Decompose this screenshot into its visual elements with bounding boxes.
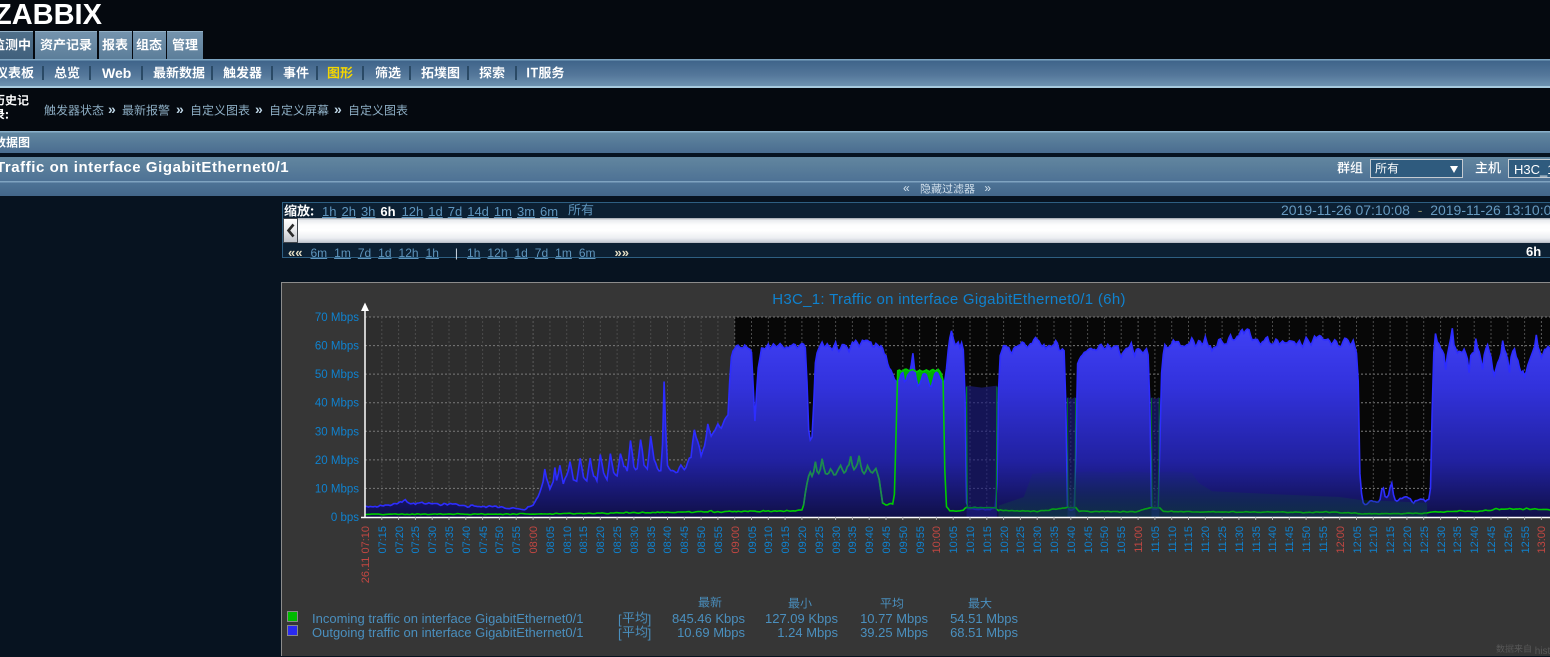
svg-text:12:35: 12:35	[1452, 526, 1464, 554]
svg-text:11:50: 11:50	[1301, 526, 1313, 553]
svg-text:08:05: 08:05	[545, 526, 557, 554]
svg-text:08:55: 08:55	[713, 526, 725, 554]
svg-text:07:30: 07:30	[427, 526, 439, 554]
svg-text:30 Mbps: 30 Mbps	[315, 426, 359, 438]
svg-text:07:50: 07:50	[494, 526, 506, 554]
svg-text:09:15: 09:15	[780, 526, 792, 554]
svg-text:20 Mbps: 20 Mbps	[315, 455, 359, 467]
svg-text:08:30: 08:30	[629, 526, 641, 554]
svg-text:09:45: 09:45	[881, 526, 893, 554]
svg-text:09:05: 09:05	[747, 526, 759, 554]
svg-text:10:25: 10:25	[1015, 526, 1027, 554]
svg-text:60 Mbps: 60 Mbps	[315, 341, 359, 353]
svg-text:12:50: 12:50	[1503, 526, 1515, 554]
svg-text:08:20: 08:20	[595, 526, 607, 554]
svg-text:07:25: 07:25	[410, 526, 422, 554]
svg-text:08:10: 08:10	[562, 526, 574, 554]
svg-text:09:25: 09:25	[814, 526, 826, 554]
svg-text:07:45: 07:45	[478, 526, 490, 554]
svg-text:11:00: 11:00	[1133, 526, 1145, 553]
svg-text:12:25: 12:25	[1419, 526, 1431, 554]
svg-text:09:40: 09:40	[864, 526, 876, 554]
svg-text:12:40: 12:40	[1469, 526, 1481, 554]
svg-text:09:55: 09:55	[915, 526, 927, 554]
svg-text:11:15: 11:15	[1183, 526, 1195, 553]
svg-text:40 Mbps: 40 Mbps	[315, 398, 359, 410]
svg-text:10:00: 10:00	[931, 526, 943, 554]
svg-text:12:00: 12:00	[1335, 526, 1347, 554]
svg-text:12:45: 12:45	[1486, 526, 1498, 554]
svg-text:09:30: 09:30	[831, 526, 843, 554]
svg-text:11:05: 11:05	[1150, 526, 1162, 553]
svg-text:09:50: 09:50	[898, 526, 910, 554]
svg-text:09:10: 09:10	[763, 526, 775, 554]
svg-text:10:20: 10:20	[999, 526, 1011, 554]
svg-text:11:55: 11:55	[1318, 526, 1330, 553]
svg-text:07:15: 07:15	[377, 526, 389, 554]
svg-text:08:40: 08:40	[662, 526, 674, 554]
svg-text:50 Mbps: 50 Mbps	[315, 369, 359, 381]
svg-text:11:35: 11:35	[1251, 526, 1263, 553]
svg-text:09:35: 09:35	[847, 526, 859, 554]
svg-text:10:10: 10:10	[965, 526, 977, 554]
svg-text:10:05: 10:05	[948, 526, 960, 554]
svg-text:70 Mbps: 70 Mbps	[315, 312, 359, 324]
svg-text:07:40: 07:40	[461, 526, 473, 554]
svg-text:12:15: 12:15	[1385, 526, 1397, 554]
svg-text:09:20: 09:20	[797, 526, 809, 554]
svg-text:12:30: 12:30	[1436, 526, 1448, 554]
svg-text:10:45: 10:45	[1083, 526, 1095, 554]
svg-text:12:10: 12:10	[1368, 526, 1380, 554]
svg-text:12:55: 12:55	[1520, 526, 1532, 554]
svg-text:08:35: 08:35	[646, 526, 658, 554]
svg-text:10:35: 10:35	[1049, 526, 1061, 554]
svg-text:10:30: 10:30	[1032, 526, 1044, 554]
svg-text:11:25: 11:25	[1217, 526, 1229, 553]
svg-text:10 Mbps: 10 Mbps	[315, 483, 359, 495]
svg-text:12:20: 12:20	[1402, 526, 1414, 554]
svg-text:07:35: 07:35	[444, 526, 456, 554]
svg-text:08:25: 08:25	[612, 526, 624, 554]
svg-text:08:00: 08:00	[528, 526, 540, 554]
svg-text:10:15: 10:15	[982, 526, 994, 554]
svg-text:12:05: 12:05	[1352, 526, 1364, 554]
svg-text:10:40: 10:40	[1066, 526, 1078, 554]
svg-text:0 bps: 0 bps	[331, 512, 359, 524]
svg-text:10:50: 10:50	[1099, 526, 1111, 554]
svg-text:11:20: 11:20	[1200, 526, 1212, 553]
svg-text:11:10: 11:10	[1167, 526, 1179, 553]
svg-text:11:45: 11:45	[1284, 526, 1296, 553]
svg-text:07:20: 07:20	[394, 526, 406, 554]
svg-text:11:30: 11:30	[1234, 526, 1246, 553]
svg-text:11:40: 11:40	[1267, 526, 1279, 553]
svg-text:26.11 07:10: 26.11 07:10	[360, 526, 372, 583]
svg-text:13:00: 13:00	[1536, 526, 1548, 554]
svg-text:08:45: 08:45	[679, 526, 691, 554]
svg-text:10:55: 10:55	[1116, 526, 1128, 554]
svg-text:07:55: 07:55	[511, 526, 523, 554]
svg-text:09:00: 09:00	[730, 526, 742, 554]
svg-text:08:15: 08:15	[578, 526, 590, 554]
svg-text:08:50: 08:50	[696, 526, 708, 554]
